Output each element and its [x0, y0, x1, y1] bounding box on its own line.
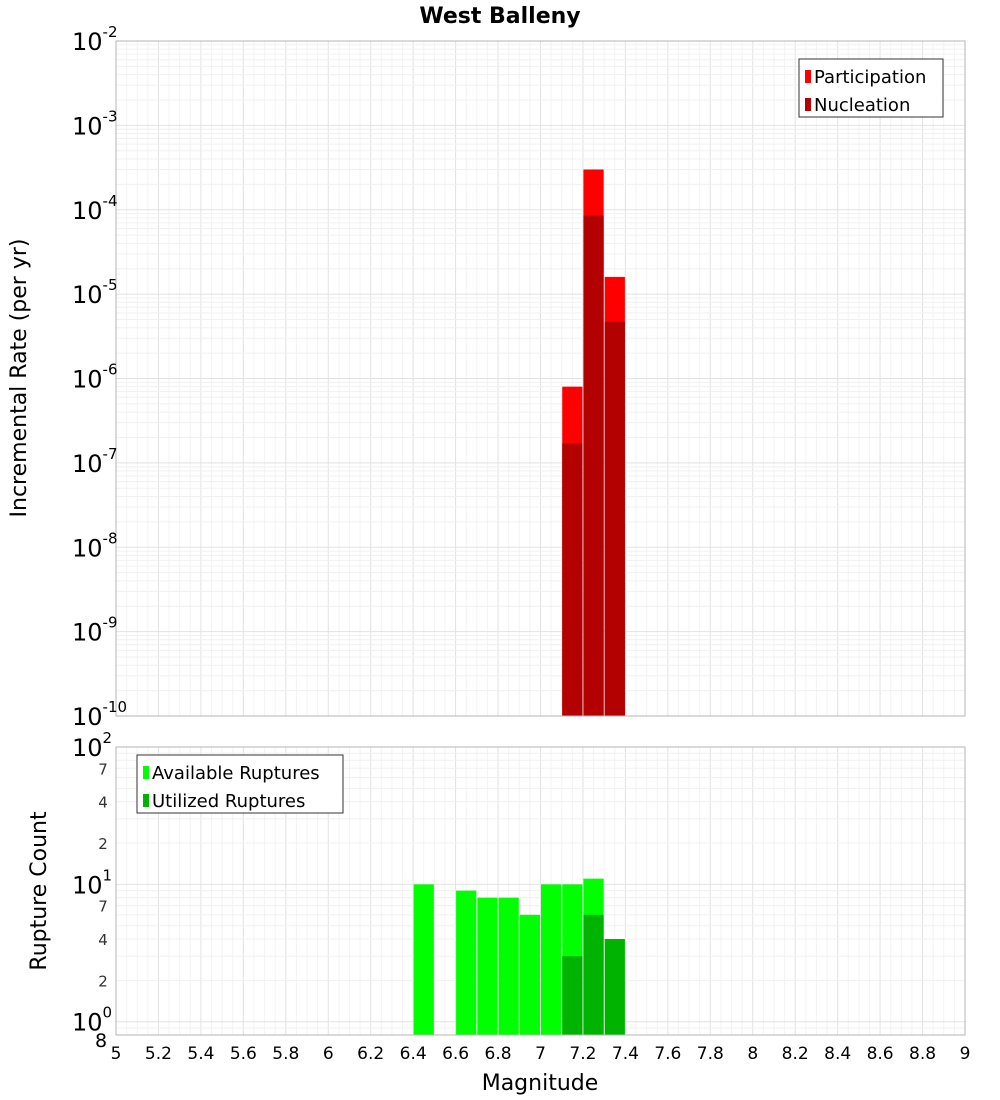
x-tick-label: 7.2	[569, 1044, 596, 1064]
legend-swatch	[805, 70, 811, 83]
bar-nucleation	[604, 321, 625, 716]
x-tick-label: 5.2	[145, 1044, 172, 1064]
legend-label: Nucleation	[814, 95, 910, 116]
legend-label: Participation	[814, 67, 926, 88]
x-tick-label: 7	[535, 1044, 546, 1064]
legend-swatch	[143, 794, 149, 807]
bar-available-ruptures	[519, 914, 540, 1035]
x-tick-label: 8.4	[824, 1044, 851, 1064]
y-tick-label: 100	[72, 1004, 112, 1037]
bar-utilized-ruptures	[562, 956, 583, 1035]
x-tick-label: 6.4	[400, 1044, 427, 1064]
y-minor-tick-label: 4	[98, 794, 108, 812]
x-tick-label: 5.6	[230, 1044, 257, 1064]
x-tick-label: 5.8	[272, 1044, 299, 1064]
x-tick-label: 8	[747, 1044, 758, 1064]
plot-frame	[115, 40, 966, 717]
x-tick-label: 5.4	[187, 1044, 214, 1064]
y-tick-label: 101	[72, 866, 112, 899]
y-tick-label: 10-10	[72, 698, 127, 731]
bar-utilized-ruptures	[604, 939, 625, 1035]
y-tick-label: 102	[72, 729, 112, 762]
bar-available-ruptures	[498, 897, 519, 1035]
legend-swatch	[805, 98, 811, 111]
x-tick-label: 8.8	[909, 1044, 936, 1064]
y-tick-label: 10-4	[72, 192, 118, 225]
x-tick-label: 7.6	[654, 1044, 681, 1064]
y-tick-label: 10-8	[72, 529, 118, 562]
x-tick-label: 7.8	[697, 1044, 724, 1064]
y-tick-label: 10-9	[72, 614, 118, 647]
x-tick-label: 8.2	[782, 1044, 809, 1064]
y-minor-tick-label: 2	[98, 835, 108, 853]
x-tick-label: 6	[323, 1044, 334, 1064]
bar-utilized-ruptures	[583, 914, 604, 1035]
legend-box	[136, 754, 344, 814]
legend-swatch	[143, 766, 149, 779]
x-tick-label: 6.6	[442, 1044, 469, 1064]
x-axis-label: Magnitude	[482, 1071, 599, 1096]
y-minor-tick-label: 7	[98, 898, 108, 916]
bar-available-ruptures	[456, 890, 477, 1035]
legend-label: Available Ruptures	[152, 763, 320, 784]
y-tick-label: 10-7	[72, 445, 118, 478]
bar-nucleation	[562, 443, 583, 716]
y-minor-tick-label: 7	[98, 760, 108, 778]
bottom-plot-area: 100 101 102 8 2 4 7 2 4 7 Available Ruptures Utiliz…	[72, 729, 970, 1064]
y-tick-label: 10-3	[72, 107, 118, 140]
x-tick-label: 5	[111, 1044, 122, 1064]
x-tick-label: 8.6	[867, 1044, 894, 1064]
top-y-axis-label: Incremental Rate (per yr)	[7, 239, 32, 518]
y-tick-label: 10-5	[72, 276, 118, 309]
legend-box	[798, 58, 944, 118]
bar-available-ruptures	[413, 884, 434, 1035]
bottom-y-axis-label: Rupture Count	[27, 811, 52, 971]
legend-label: Utilized Ruptures	[152, 791, 305, 812]
bar-available-ruptures	[541, 884, 562, 1035]
x-tick-label: 6.8	[485, 1044, 512, 1064]
y-minor-tick-label: 8	[95, 1030, 107, 1052]
y-tick-label: 10-6	[72, 361, 118, 394]
y-minor-tick-label: 2	[98, 972, 108, 990]
top-plot-area: 10-10 10-9 10-8 10-7 10-6 10-5 10-4 10-3 10-2 Par…	[72, 23, 966, 731]
bar-available-ruptures	[477, 897, 498, 1035]
chart-title: West Balleny	[419, 4, 580, 29]
plot-frame	[115, 746, 966, 1036]
x-tick-label: 7.4	[612, 1044, 639, 1064]
bar-nucleation	[583, 215, 604, 717]
y-tick-label: 10-2	[72, 23, 118, 56]
x-tick-label: 6.2	[357, 1044, 384, 1064]
x-tick-label: 9	[960, 1044, 971, 1064]
y-minor-tick-label: 4	[98, 931, 108, 949]
